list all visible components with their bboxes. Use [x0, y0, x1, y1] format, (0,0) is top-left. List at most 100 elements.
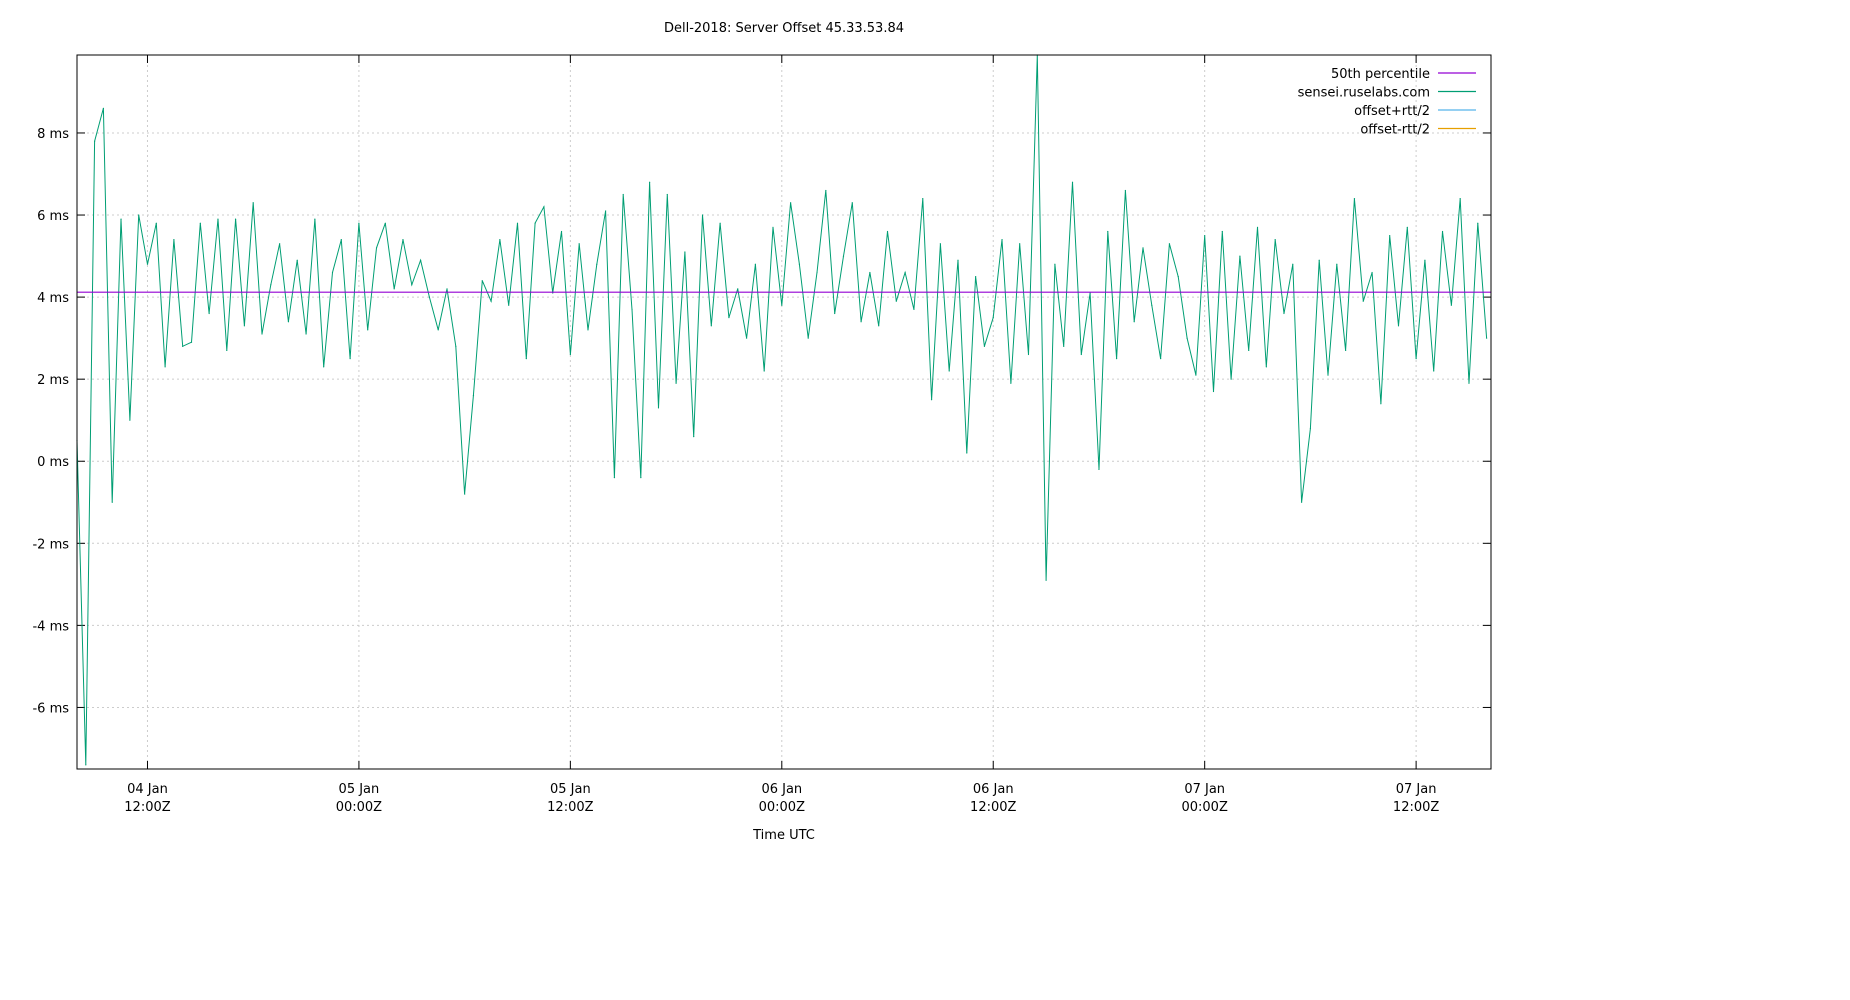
data-point: [895, 300, 897, 302]
y-tick-label: 0 ms: [37, 455, 69, 470]
data-point: [957, 259, 959, 261]
data-point: [472, 394, 475, 397]
data-point: [1371, 271, 1373, 274]
data-point: [85, 764, 87, 766]
data-point: [1274, 239, 1276, 241]
data-point: [737, 288, 739, 290]
x-tick-label-time: 12:00Z: [124, 800, 170, 815]
data-point: [190, 341, 193, 343]
x-tick-label-date: 06 Jan: [761, 782, 802, 797]
data-point: [120, 218, 122, 220]
data-point: [464, 493, 466, 495]
data-point: [851, 202, 853, 204]
data-point: [164, 366, 166, 368]
data-point: [1133, 321, 1135, 323]
data-point: [701, 214, 704, 216]
legend-label: offset+rtt/2: [1354, 104, 1430, 119]
data-point: [279, 243, 281, 245]
data-point: [569, 353, 571, 356]
data-point: [1336, 263, 1338, 265]
data-point: [948, 370, 950, 372]
data-point: [790, 202, 792, 204]
y-tick-label: -2 ms: [32, 537, 69, 552]
data-point: [296, 259, 298, 261]
data-point: [384, 222, 386, 224]
x-tick-label-date: 05 Jan: [550, 782, 591, 797]
data-point: [578, 243, 580, 245]
data-point: [842, 255, 845, 257]
data-point: [1124, 189, 1126, 192]
legend: 50th percentile sensei.ruselabs.com offset…: [1298, 67, 1476, 138]
data-point: [411, 284, 413, 286]
x-tick-label-date: 04 Jan: [127, 782, 168, 797]
data-point: [1406, 226, 1408, 228]
data-point: [1071, 181, 1074, 183]
data-point: [199, 222, 201, 224]
data-point: [930, 399, 933, 401]
data-point: [1441, 230, 1444, 233]
data-point: [252, 202, 254, 204]
data-point: [1098, 468, 1100, 471]
data-point: [675, 382, 677, 384]
x-tick-label-time: 00:00Z: [759, 800, 805, 815]
data-point: [781, 304, 783, 306]
data-point: [860, 321, 862, 323]
data-point: [983, 345, 986, 347]
data-point: [745, 337, 748, 339]
data-point: [1283, 312, 1285, 315]
data-point: [869, 271, 871, 274]
data-point: [992, 317, 994, 319]
data-point: [146, 263, 149, 265]
data-point: [155, 222, 157, 224]
data-point: [129, 419, 131, 421]
data-point: [1485, 337, 1488, 339]
data-point: [287, 321, 290, 323]
data-point: [375, 247, 378, 249]
data-point: [499, 239, 501, 241]
data-point: [226, 349, 228, 352]
data-point: [719, 222, 721, 224]
data-point: [261, 333, 263, 335]
data-point: [1115, 358, 1118, 360]
data-point: [102, 107, 105, 109]
data-point: [349, 358, 351, 360]
data-point: [111, 501, 113, 503]
data-point: [305, 333, 307, 335]
data-point: [217, 218, 219, 220]
legend-label: offset-rtt/2: [1360, 123, 1430, 138]
x-tick-label-time: 12:00Z: [970, 800, 1016, 815]
data-point: [1160, 358, 1162, 360]
data-point: [1353, 198, 1356, 200]
data-point: [728, 317, 730, 319]
data-point: [402, 239, 404, 241]
data-point: [1239, 255, 1241, 257]
data-point: [1142, 247, 1144, 249]
data-point: [208, 312, 210, 315]
data-point: [1309, 427, 1311, 430]
data-point: [922, 198, 924, 200]
x-tick-label-time: 12:00Z: [547, 800, 593, 815]
y-tick-label: -6 ms: [32, 701, 69, 716]
data-point: [1345, 349, 1347, 352]
x-tick-label-date: 07 Jan: [1184, 782, 1225, 797]
data-point: [622, 193, 624, 196]
y-tick-label: 8 ms: [37, 127, 69, 142]
data-point: [560, 230, 563, 233]
data-point: [1230, 378, 1232, 380]
data-point: [798, 263, 801, 265]
data-point: [138, 214, 140, 216]
data-point: [340, 239, 342, 241]
data-point: [886, 230, 889, 233]
data-point: [772, 226, 774, 228]
data-point: [1459, 198, 1461, 200]
data-point: [270, 284, 272, 286]
data-point: [314, 218, 316, 220]
data-point: [1424, 259, 1426, 261]
data-point: [1468, 382, 1470, 384]
data-point: [657, 407, 660, 409]
data-point: [825, 189, 827, 192]
data-point: [1221, 230, 1223, 233]
data-point: [613, 477, 616, 479]
data-point: [516, 222, 519, 224]
